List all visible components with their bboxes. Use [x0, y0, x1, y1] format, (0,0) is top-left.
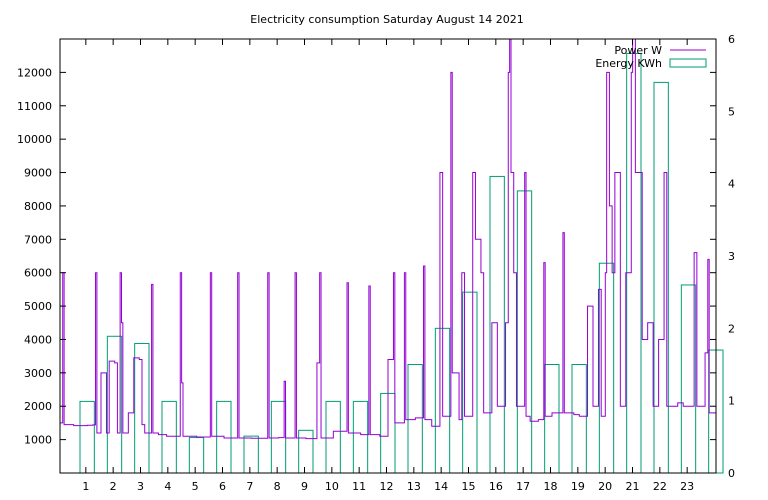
y2-tick-label: 1 — [728, 395, 735, 408]
x-tick-label: 21 — [626, 480, 640, 493]
y-tick-label: 6000 — [24, 267, 52, 280]
x-tick-label: 19 — [571, 480, 585, 493]
x-tick-label: 16 — [489, 480, 503, 493]
y2-tick-label: 6 — [728, 33, 735, 46]
y-tick-label: 9000 — [24, 167, 52, 180]
y-tick-label: 2000 — [24, 400, 52, 413]
x-tick-label: 9 — [301, 480, 308, 493]
y-tick-label: 5000 — [24, 300, 52, 313]
x-tick-label: 10 — [325, 480, 339, 493]
x-tick-label: 11 — [352, 480, 366, 493]
x-tick-label: 23 — [680, 480, 694, 493]
x-tick-label: 3 — [137, 480, 144, 493]
y-tick-label: 3000 — [24, 367, 52, 380]
x-tick-label: 17 — [516, 480, 530, 493]
y2-tick-label: 3 — [728, 250, 735, 263]
legend-label: Power W — [614, 44, 662, 57]
y2-tick-label: 5 — [728, 105, 735, 118]
x-tick-label: 5 — [192, 480, 199, 493]
x-tick-label: 12 — [380, 480, 394, 493]
y-tick-label: 12000 — [17, 66, 52, 79]
y-tick-label: 8000 — [24, 200, 52, 213]
x-tick-label: 8 — [274, 480, 281, 493]
x-tick-label: 20 — [598, 480, 612, 493]
x-tick-label: 2 — [110, 480, 117, 493]
y2-tick-label: 0 — [728, 467, 735, 480]
y-tick-label: 4000 — [24, 333, 52, 346]
x-tick-label: 14 — [434, 480, 448, 493]
x-tick-label: 22 — [653, 480, 667, 493]
y2-tick-label: 2 — [728, 322, 735, 335]
x-tick-label: 1 — [82, 480, 89, 493]
chart-title: Electricity consumption Saturday August … — [250, 13, 523, 26]
x-tick-label: 6 — [219, 480, 226, 493]
x-tick-label: 7 — [246, 480, 253, 493]
legend-label: Energy KWh — [595, 57, 662, 70]
x-tick-label: 4 — [164, 480, 171, 493]
y-tick-label: 7000 — [24, 233, 52, 246]
x-tick-label: 15 — [462, 480, 476, 493]
y-tick-label: 11000 — [17, 100, 52, 113]
x-tick-label: 18 — [544, 480, 558, 493]
y2-tick-label: 4 — [728, 178, 735, 191]
y-tick-label: 10000 — [17, 133, 52, 146]
y-tick-label: 1000 — [24, 434, 52, 447]
x-tick-label: 13 — [407, 480, 421, 493]
